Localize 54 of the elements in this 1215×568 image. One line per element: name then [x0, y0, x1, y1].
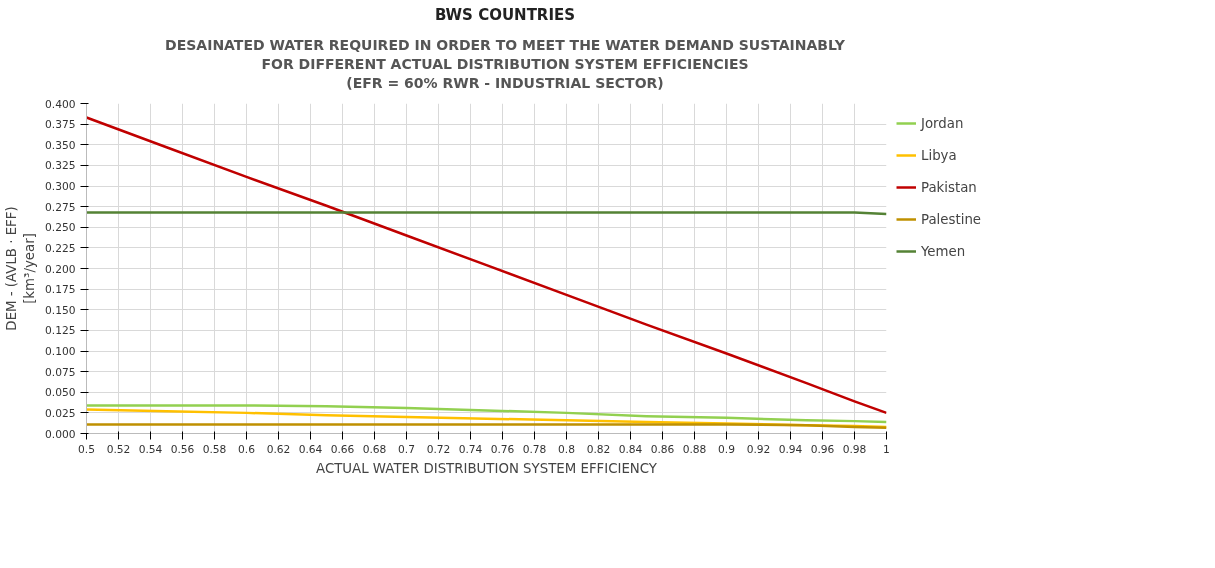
legend-label: Jordan — [921, 115, 964, 131]
y-tick-label: 0.175 — [44, 283, 76, 297]
legend-label: Palestine — [921, 211, 982, 227]
x-tick-label: 0.72 — [426, 442, 451, 456]
x-tick-label: 0.58 — [202, 442, 227, 456]
x-tick-label: 0.68 — [362, 442, 387, 456]
y-tick-label: 0.225 — [44, 241, 76, 255]
y-tick-label: 0.275 — [44, 200, 76, 214]
y-tick-label: 0.375 — [44, 118, 76, 132]
x-tick-label: 0.98 — [842, 442, 867, 456]
x-tick-label: 0.7 — [398, 442, 415, 456]
y-tick-label: 0.325 — [44, 159, 76, 173]
y-tick-label: 0.025 — [44, 406, 76, 420]
y-tick-label: 0.125 — [44, 324, 76, 338]
y-tick-label: 0.250 — [44, 221, 76, 235]
legend-label: Libya — [921, 147, 957, 163]
x-tick-label: 0.5 — [78, 442, 95, 456]
x-tick-label: 0.94 — [778, 442, 803, 456]
y-axis-title: DEM - (AVLB · EFF) [km³/year] — [3, 206, 37, 331]
x-tick-label: 0.86 — [650, 442, 675, 456]
legend-label: Yemen — [921, 243, 966, 259]
legend-label: Pakistan — [921, 179, 977, 195]
line-series — [86, 404, 887, 424]
x-tick-label: 0.62 — [266, 442, 291, 456]
y-tick-label: 0.000 — [44, 427, 76, 441]
x-tick-label: 0.92 — [746, 442, 771, 456]
x-tick-label: 0.64 — [298, 442, 323, 456]
x-axis-title: ACTUAL WATER DISTRIBUTION SYSTEM EFFICIENCY — [316, 460, 658, 476]
x-tick-label: 0.74 — [458, 442, 483, 456]
x-tick-label: 0.8 — [558, 442, 576, 456]
x-tick-label: 0.66 — [330, 442, 355, 456]
y-tick-label: 0.075 — [44, 365, 76, 379]
y-tick-label: 0.050 — [44, 386, 76, 400]
x-tick-label: 0.9 — [718, 442, 736, 456]
y-tick-label: 0.150 — [44, 303, 76, 317]
x-tick-label: 0.56 — [170, 442, 195, 456]
x-tick-label: 1 — [883, 442, 890, 456]
chart-title: BWS COUNTRIES — [434, 5, 576, 26]
x-tick-label: 0.6 — [238, 442, 256, 456]
x-tick-label: 0.78 — [522, 442, 547, 456]
line-series — [86, 116, 887, 415]
x-tick-label: 0.88 — [682, 442, 707, 456]
x-tick-label: 0.76 — [490, 442, 515, 456]
y-tick-label: 0.350 — [44, 138, 76, 152]
x-tick-label: 0.54 — [138, 442, 163, 456]
x-tick-label: 0.96 — [810, 442, 835, 456]
y-tick-label: 0.100 — [44, 345, 76, 359]
y-tick-label: 0.400 — [44, 97, 76, 111]
y-tick-label: 0.200 — [44, 262, 76, 276]
x-tick-label: 0.84 — [618, 442, 643, 456]
chart-subtitle: DESAINATED WATER REQUIRED IN ORDER TO MEET THE WATER DEMAND SUSTAINABLY FOR DIFFERENT ACTUAL DISTRIBUTION SYSTEM EFFICIENCIES (EFR = 60% RWR - INDUSTRIAL SECTOR) — [165, 36, 845, 94]
y-tick-label: 0.300 — [44, 180, 76, 194]
x-tick-label: 0.52 — [106, 442, 131, 456]
x-tick-label: 0.82 — [586, 442, 611, 456]
